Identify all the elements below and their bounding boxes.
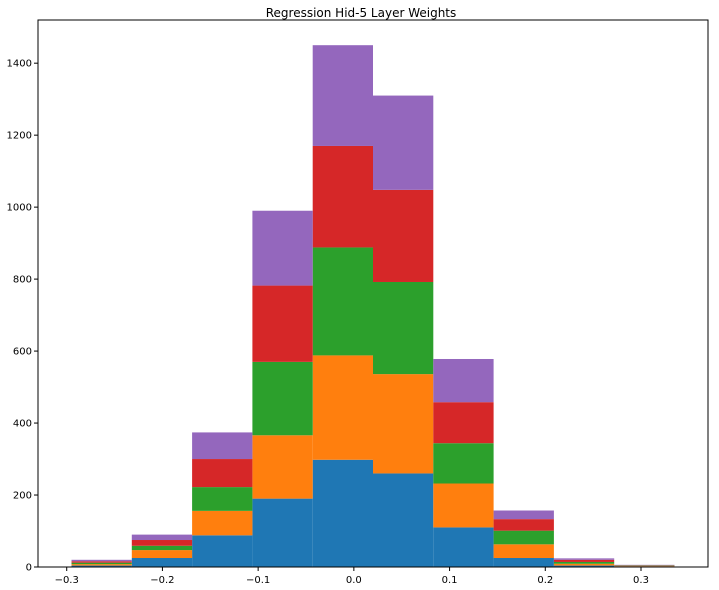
x-tick-label: −0.2 <box>150 575 174 586</box>
x-tick-label: −0.1 <box>246 575 270 586</box>
y-tick-label: 1200 <box>7 131 32 142</box>
bar-series-1-bin-9 <box>553 565 615 567</box>
bar-series-1-bin-4 <box>252 498 313 567</box>
y-tick-label: 800 <box>13 275 32 286</box>
bar-series-3-bin-7 <box>433 443 494 484</box>
bar-series-3-bin-4 <box>252 361 313 436</box>
bar-series-5-bin-1 <box>71 559 132 562</box>
bar-series-2-bin-4 <box>252 435 313 499</box>
bar-series-1-bin-1 <box>71 565 132 567</box>
bars-group <box>71 45 675 567</box>
bar-series-4-bin-3 <box>192 459 253 488</box>
bar-series-3-bin-9 <box>553 561 615 564</box>
y-tick-label: 1400 <box>7 59 32 70</box>
y-tick-label: 400 <box>13 419 32 430</box>
x-tick-label: 0.3 <box>633 575 649 586</box>
bar-series-3-bin-2 <box>131 545 193 551</box>
bar-series-1-bin-7 <box>433 527 494 567</box>
bar-series-2-bin-2 <box>131 550 193 559</box>
bar-series-2-bin-8 <box>493 544 554 559</box>
bar-series-4-bin-6 <box>373 189 434 282</box>
bar-series-4-bin-8 <box>493 519 554 531</box>
y-tick-label: 200 <box>13 491 32 502</box>
bar-series-5-bin-7 <box>433 358 494 403</box>
bar-series-1-bin-5 <box>312 459 373 567</box>
bar-series-4-bin-5 <box>312 145 373 248</box>
bar-series-3-bin-1 <box>71 562 132 565</box>
bar-series-3-bin-8 <box>493 530 554 545</box>
x-axis: −0.3 −0.2 −0.1 0.0 0.1 0.2 0.3 <box>55 567 649 586</box>
bar-series-5-bin-2 <box>131 534 193 541</box>
x-tick-label: 0.0 <box>346 575 362 586</box>
bar-series-1-bin-6 <box>373 473 434 567</box>
bar-series-3-bin-3 <box>192 487 253 511</box>
bar-series-2-bin-9 <box>553 563 615 566</box>
bar-series-2-bin-6 <box>373 374 434 474</box>
x-tick-label: 0.2 <box>537 575 553 586</box>
bar-series-2-bin-1 <box>71 564 132 566</box>
bar-series-5-bin-4 <box>252 210 313 286</box>
bar-series-2-bin-7 <box>433 483 494 528</box>
x-tick-label: −0.3 <box>55 575 79 586</box>
bar-series-5-bin-5 <box>312 45 373 146</box>
y-tick-label: 1000 <box>7 203 32 214</box>
bar-series-5-bin-3 <box>192 432 253 460</box>
y-axis: 0 200 400 600 800 1000 1200 1400 <box>7 59 38 574</box>
bar-series-3-bin-6 <box>373 281 434 375</box>
bar-series-4-bin-7 <box>433 402 494 444</box>
bar-series-2-bin-3 <box>192 510 253 536</box>
bar-series-5-bin-9 <box>553 558 615 560</box>
bar-series-3-bin-5 <box>312 247 373 356</box>
y-tick-label: 600 <box>13 347 32 358</box>
bar-series-5-bin-8 <box>493 510 554 520</box>
bar-series-1-bin-8 <box>493 558 554 567</box>
bar-series-2-bin-5 <box>312 355 373 460</box>
bar-series-5-bin-6 <box>373 95 434 190</box>
bar-series-4-bin-4 <box>252 285 313 362</box>
x-tick-label: 0.1 <box>442 575 458 586</box>
plot-frame <box>37 19 709 568</box>
bar-series-4-bin-2 <box>131 540 193 546</box>
bar-series-4-bin-1 <box>71 561 132 563</box>
bar-series-4-bin-9 <box>553 559 615 562</box>
chart-title: Regression Hid-5 Layer Weights <box>266 6 457 20</box>
y-tick-label: 0 <box>26 563 32 574</box>
bar-series-1-bin-2 <box>131 558 193 567</box>
bar-series-1-bin-3 <box>192 535 253 567</box>
